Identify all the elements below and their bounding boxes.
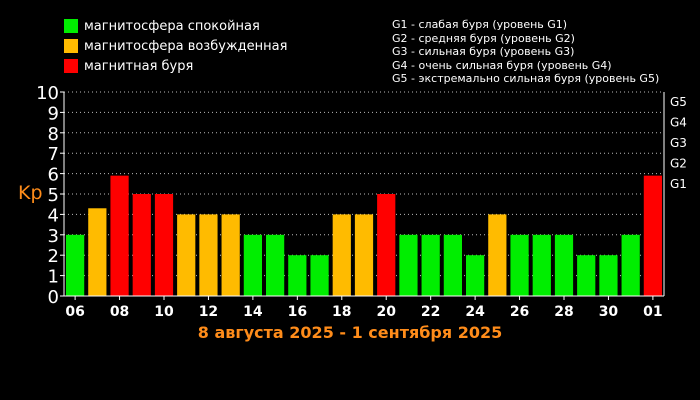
g-level-label: G1 bbox=[670, 177, 687, 191]
kp-bar bbox=[132, 194, 151, 296]
g-level-label: G3 bbox=[670, 136, 687, 150]
y-tick-label: 9 bbox=[48, 103, 59, 124]
x-tick-label: 24 bbox=[465, 304, 485, 320]
date-range: 8 августа 2025 - 1 сентября 2025 bbox=[197, 323, 503, 342]
x-tick-label: 06 bbox=[65, 304, 84, 320]
kp-bar bbox=[421, 234, 440, 296]
y-tick-label: 6 bbox=[48, 165, 59, 186]
y-tick-label: 10 bbox=[36, 83, 59, 104]
y-tick-label: 7 bbox=[48, 144, 59, 165]
y-tick-label: 8 bbox=[48, 124, 59, 145]
kp-bar bbox=[532, 234, 551, 296]
x-tick-label: 26 bbox=[510, 304, 529, 320]
x-tick-label: 22 bbox=[421, 304, 440, 320]
legend-item-active: магнитосфера возбужденная bbox=[64, 36, 287, 56]
x-tick-label: 08 bbox=[110, 304, 129, 320]
kp-bar bbox=[332, 214, 351, 296]
kp-bar bbox=[266, 234, 285, 296]
kp-bar bbox=[354, 214, 374, 296]
x-tick-label: 30 bbox=[599, 304, 619, 320]
x-tick-label: 28 bbox=[554, 304, 573, 320]
kp-bar bbox=[443, 234, 462, 296]
kp-bar bbox=[466, 255, 485, 296]
g-level-label: G4 bbox=[670, 116, 687, 130]
kp-bar bbox=[599, 255, 618, 296]
kp-bar bbox=[488, 214, 507, 296]
kp-bar bbox=[377, 194, 396, 296]
kp-bar bbox=[221, 214, 240, 296]
legend-label-storm: магнитная буря bbox=[84, 58, 194, 74]
legend: магнитосфера спокойная магнитосфера возб… bbox=[64, 16, 287, 76]
kp-bar bbox=[177, 214, 196, 296]
kp-bar bbox=[288, 255, 307, 296]
kp-bar bbox=[88, 208, 107, 296]
kp-bar bbox=[66, 234, 85, 296]
kp-bar bbox=[621, 234, 640, 296]
kp-bar bbox=[510, 234, 529, 296]
legend-swatch-red bbox=[64, 59, 78, 73]
y-tick-label: 4 bbox=[48, 205, 59, 226]
kp-bar bbox=[577, 255, 596, 296]
y-tick-label: 5 bbox=[48, 185, 59, 206]
x-tick-label: 12 bbox=[199, 304, 218, 320]
y-tick-label: 2 bbox=[48, 246, 59, 267]
kp-bar bbox=[243, 234, 262, 296]
g-level-label: G5 bbox=[670, 95, 687, 109]
kp-bar bbox=[154, 194, 174, 296]
kp-bar bbox=[310, 255, 329, 296]
g5-description: G5 - экстремально сильная буря (уровень … bbox=[392, 72, 660, 85]
g1-description: G1 - слабая буря (уровень G1) bbox=[392, 18, 568, 31]
y-axis-label: Kp bbox=[18, 182, 43, 204]
kp-bar bbox=[199, 214, 218, 296]
g3-description: G3 - сильная буря (уровень G3) bbox=[392, 45, 575, 58]
g2-description: G2 - средняя буря (уровень G2) bbox=[392, 31, 575, 45]
y-tick-label: 1 bbox=[48, 267, 59, 288]
kp-bar bbox=[554, 234, 574, 296]
storm-level-legend: G1 - слабая буря (уровень G1) G2 - средн… bbox=[392, 18, 659, 86]
x-tick-label: 16 bbox=[288, 304, 307, 320]
x-tick-label: 20 bbox=[376, 304, 396, 320]
legend-item-storm: магнитная буря bbox=[64, 56, 287, 76]
g-level-label: G2 bbox=[670, 156, 687, 170]
legend-item-quiet: магнитосфера спокойная bbox=[64, 16, 287, 36]
kp-bar bbox=[110, 175, 129, 296]
y-tick-label: 3 bbox=[48, 226, 59, 247]
x-tick-label: 10 bbox=[154, 304, 174, 320]
kp-bar bbox=[399, 234, 418, 296]
x-tick-label: 14 bbox=[243, 304, 263, 320]
legend-swatch-green bbox=[64, 19, 78, 33]
legend-swatch-orange bbox=[64, 39, 78, 53]
kp-bar bbox=[643, 175, 662, 296]
y-tick-label: 0 bbox=[48, 287, 59, 308]
x-tick-label: 01 bbox=[643, 304, 662, 320]
g4-description: G4 - очень сильная буря (уровень G4) bbox=[392, 58, 612, 72]
legend-label-active: магнитосфера возбужденная bbox=[84, 38, 288, 54]
x-tick-label: 18 bbox=[332, 304, 351, 320]
legend-label-quiet: магнитосфера спокойная bbox=[84, 18, 260, 34]
